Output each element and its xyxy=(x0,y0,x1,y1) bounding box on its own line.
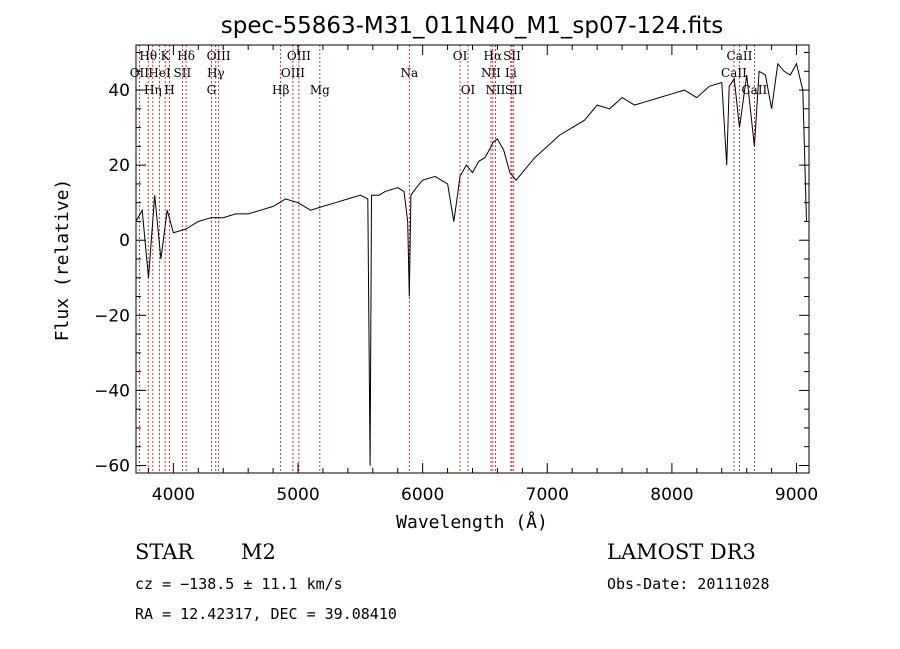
line-label-8: OIII xyxy=(207,49,231,63)
line-label-15: Na xyxy=(400,66,418,80)
subclass: M2 xyxy=(241,540,276,564)
axis-ticks: 4000 5000 6000 7000 8000 9000 −60 −40 −20 0 20 40 xyxy=(94,45,818,505)
y-tick-label-1: −40 xyxy=(94,381,130,401)
line-label-7: SII xyxy=(174,66,192,80)
redshift-cz: cz = −138.5 ± 11.1 km/s xyxy=(135,575,343,593)
y-tick-label-4: 20 xyxy=(108,156,130,176)
line-label-25: CaII xyxy=(721,66,747,80)
y-axis-label: Flux (relative) xyxy=(52,179,73,342)
line-label-10: G xyxy=(207,83,217,97)
line-label-11: Hβ xyxy=(272,83,289,97)
line-label-14: Mg xyxy=(310,83,330,97)
line-label-4: HeI xyxy=(148,66,171,80)
line-label-0: Hθ xyxy=(139,49,157,63)
y-tick-label-3: 0 xyxy=(119,231,130,251)
line-label-3: K xyxy=(161,49,171,63)
line-label-18: Hα xyxy=(484,49,503,63)
obs-date: Obs-Date: 20111028 xyxy=(607,575,770,593)
x-axis-label: Wavelength (Å) xyxy=(396,511,548,533)
line-label-17: OI xyxy=(461,83,476,97)
x-tick-label-4: 8000 xyxy=(650,485,693,505)
y-tick-label-2: −20 xyxy=(94,306,130,326)
line-label-1: OII xyxy=(130,66,150,80)
survey-name: LAMOST DR3 xyxy=(607,540,756,564)
spectrum-line xyxy=(135,62,807,466)
spectrum-series xyxy=(135,62,807,466)
line-label-21: SII xyxy=(503,49,521,63)
object-class: STAR xyxy=(135,540,194,564)
x-tick-label-2: 6000 xyxy=(401,485,444,505)
line-label-24: CaII xyxy=(727,49,753,63)
line-label-12: OIII xyxy=(287,49,311,63)
line-label-6: Hδ xyxy=(177,49,195,63)
y-tick-label-0: −60 xyxy=(94,456,130,476)
x-tick-label-3: 7000 xyxy=(526,485,569,505)
y-tick-label-5: 40 xyxy=(108,81,130,101)
line-label-19: NII xyxy=(481,66,501,80)
plot-frame xyxy=(135,44,810,474)
spectral-line-labels: Hθ OII Hη K HeI H Hδ SII OIII Hγ G Hβ OIII OIII Mg Na OI… xyxy=(130,49,768,97)
coordinates: RA = 12.42317, DEC = 39.08410 xyxy=(135,605,397,623)
x-tick-label-5: 9000 xyxy=(775,485,818,505)
line-label-9: Hγ xyxy=(207,66,225,80)
line-label-13: OIII xyxy=(281,66,305,80)
line-label-2: Hη xyxy=(144,83,162,97)
line-label-20: NII xyxy=(485,83,505,97)
line-label-5: H xyxy=(164,83,174,97)
x-tick-label-1: 5000 xyxy=(276,485,319,505)
line-label-26: CaII xyxy=(741,83,767,97)
line-label-23: SII xyxy=(505,83,523,97)
spectral-line-markers xyxy=(138,45,755,473)
line-label-16: OI xyxy=(453,49,468,63)
x-tick-label-0: 4000 xyxy=(152,485,195,505)
chart-title: spec-55863-M31_011N40_M1_sp07-124.fits xyxy=(221,13,723,39)
line-label-22: Li xyxy=(505,66,517,80)
